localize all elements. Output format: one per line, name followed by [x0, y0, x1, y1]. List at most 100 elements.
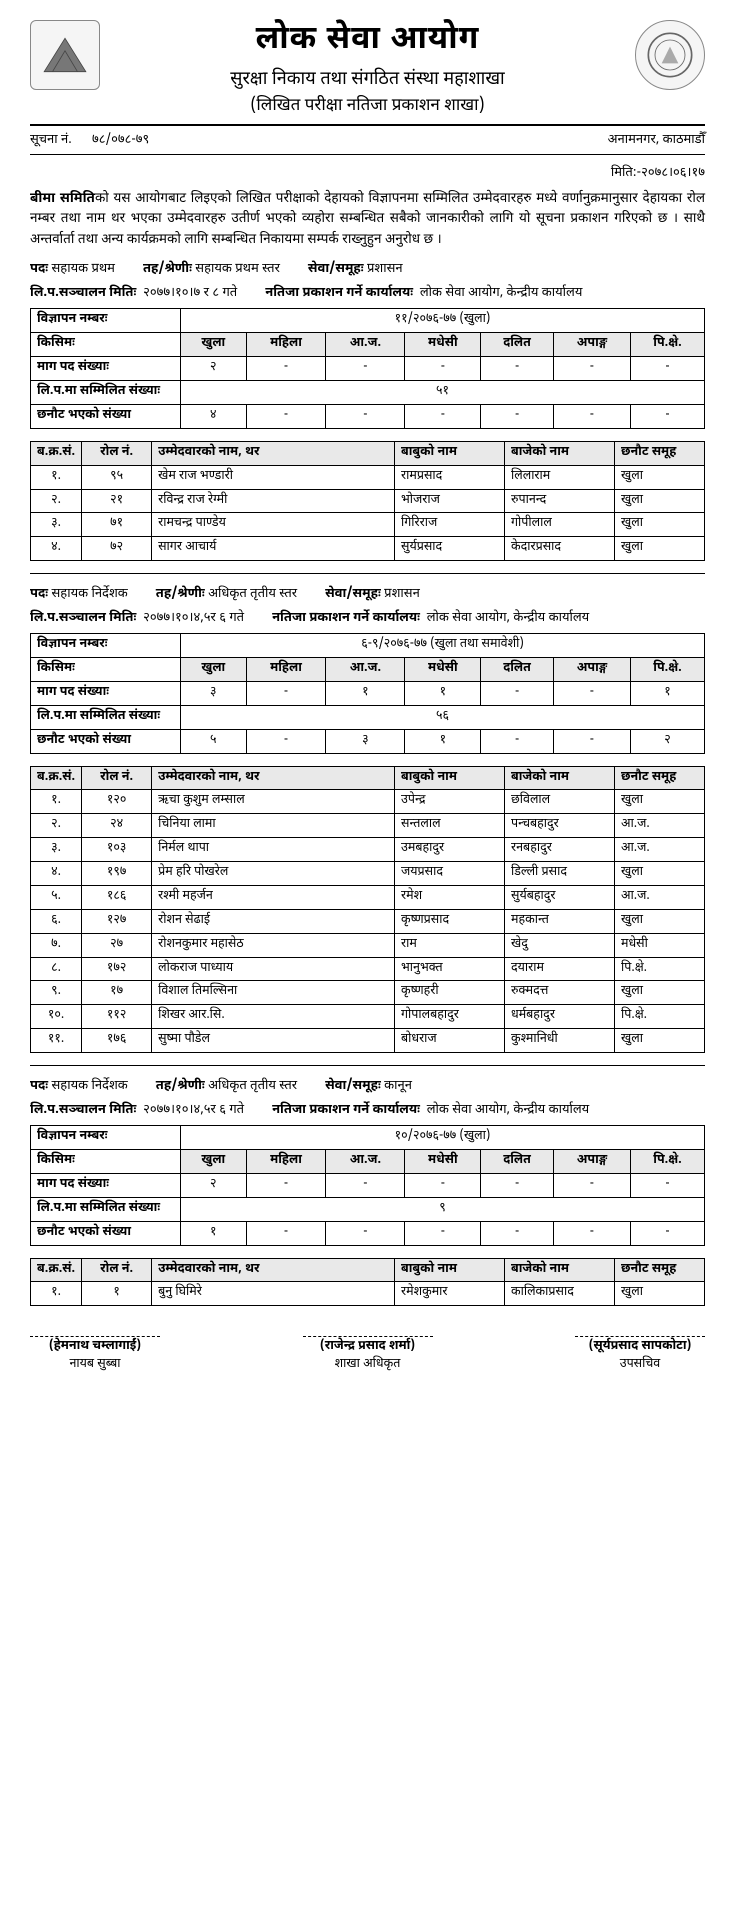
quota-header: पि.क्षे.	[631, 333, 705, 357]
document-header: लोक सेवा आयोग सुरक्षा निकाय तथा संगठित स…	[30, 20, 705, 118]
result-section: पदः सहायक निर्देशक तह/श्रेणीः अधिकृत तृती…	[30, 586, 705, 1066]
candidate-row: ९.१७विशाल तिमल्सिनाकृष्णहरीरुक्मदत्तखुला	[31, 981, 705, 1005]
cell-name: रश्मी महर्जन	[152, 885, 395, 909]
quota-summary-table: विज्ञापन नम्बरः११/२०७६-७७ (खुला)किसिमःखु…	[30, 308, 705, 428]
cell-sn: ३.	[31, 513, 82, 537]
cell-father: गिरिराज	[395, 513, 505, 537]
cell-group: खुला	[615, 981, 705, 1005]
cell-group: खुला	[615, 537, 705, 561]
cell-grandfather: धर्मबहादुर	[505, 1005, 615, 1029]
cell-grandfather: रनबहादुर	[505, 838, 615, 862]
selected-cell: -	[246, 404, 326, 428]
exam-date: लि.प.सञ्चालन मितिः २०७७।१०।४,५र ६ गते	[30, 610, 244, 628]
cell-name: रोशनकुमार महासेठ	[152, 933, 395, 957]
cell-grandfather: छविलाल	[505, 790, 615, 814]
selected-cell: -	[405, 404, 481, 428]
demand-cell: -	[405, 357, 481, 381]
quota-header: अपाङ्ग	[553, 658, 630, 682]
candidates-table: ब.क्र.सं.रोल नं.उम्मेदवारको नाम, थरबाबुक…	[30, 1258, 705, 1307]
cell-sn: २.	[31, 814, 82, 838]
sign-designation: उपसचिव	[575, 1357, 705, 1374]
col-grandfather: बाजेको नाम	[505, 1258, 615, 1282]
col-father: बाबुको नाम	[395, 441, 505, 465]
exam-date: लि.प.सञ्चालन मितिः २०७७।१०।७ र ८ गते	[30, 285, 237, 303]
signature-block: (हेमनाथ चम्लागाईं) नायब सुब्बा	[30, 1336, 160, 1374]
ad-no-value: ११/२०७६-७७ (खुला)	[181, 309, 705, 333]
signature-block: (सूर्यप्रसाद सापकोटा) उपसचिव	[575, 1336, 705, 1374]
notice-number: ७८/०७८-७९	[92, 132, 149, 149]
cell-father: उमबहादुर	[395, 838, 505, 862]
quota-header: खुला	[181, 658, 247, 682]
level: तह/श्रेणीः अधिकृत तृतीय स्तर	[156, 1078, 297, 1096]
subtitle-1: सुरक्षा निकाय तथा संगठित संस्था महाशाखा	[110, 69, 625, 93]
cell-group: पि.क्षे.	[615, 1005, 705, 1029]
selected-label: छनौट भएको संख्या	[31, 404, 181, 428]
exam-date: लि.प.सञ्चालन मितिः २०७७।१०।४,५र ६ गते	[30, 1102, 244, 1120]
quota-header: आ.ज.	[326, 658, 405, 682]
cell-sn: ४.	[31, 862, 82, 886]
col-roll: रोल नं.	[82, 1258, 152, 1282]
appeared-value: ५१	[181, 381, 705, 405]
candidate-row: १.९५खेम राज भण्डारीरामप्रसादलिलारामखुला	[31, 465, 705, 489]
cell-sn: ८.	[31, 957, 82, 981]
sign-designation: शाखा अधिकृत	[303, 1357, 433, 1374]
cell-father: रमेशकुमार	[395, 1282, 505, 1306]
demand-cell: १	[405, 681, 481, 705]
selected-cell: १	[181, 1221, 247, 1245]
quota-header: महिला	[246, 1150, 326, 1174]
cell-grandfather: पन्चबहादुर	[505, 814, 615, 838]
section-divider	[30, 573, 705, 574]
cell-name: सागर आचार्य	[152, 537, 395, 561]
level: तह/श्रेणीः अधिकृत तृतीय स्तर	[156, 586, 297, 604]
cell-father: भोजराज	[395, 489, 505, 513]
quota-header: मधेसी	[405, 333, 481, 357]
appeared-value: ५६	[181, 705, 705, 729]
demand-cell: -	[631, 1173, 705, 1197]
cell-name: सुष्मा पौडेल	[152, 1029, 395, 1053]
signature-footer: (हेमनाथ चम्लागाईं) नायब सुब्बा (राजेन्द्…	[30, 1336, 705, 1374]
cell-father: कृष्णहरी	[395, 981, 505, 1005]
quota-header: मधेसी	[405, 1150, 481, 1174]
divider	[30, 124, 705, 126]
selected-cell: ४	[181, 404, 247, 428]
candidate-row: ७.२७रोशनकुमार महासेठरामखेदुमधेसी	[31, 933, 705, 957]
cell-name: शिखर आर.सि.	[152, 1005, 395, 1029]
cell-name: प्रेम हरि पोखरेल	[152, 862, 395, 886]
selected-label: छनौट भएको संख्या	[31, 1221, 181, 1245]
cell-name: रविन्द्र राज रेग्मी	[152, 489, 395, 513]
demand-cell: -	[553, 681, 630, 705]
selected-cell: -	[631, 404, 705, 428]
cell-name: ऋचा कुशुम लम्साल	[152, 790, 395, 814]
demand-cell: -	[246, 1173, 326, 1197]
selected-cell: -	[246, 729, 326, 753]
publish-office: नतिजा प्रकाशन गर्ने कार्यालयः लोक सेवा आ…	[272, 610, 589, 628]
demand-cell: -	[553, 357, 630, 381]
selected-cell: -	[481, 404, 553, 428]
appeared-label: लि.प.मा सम्मिलित संख्याः	[31, 705, 181, 729]
cell-father: भानुभक्त	[395, 957, 505, 981]
col-sn: ब.क्र.सं.	[31, 766, 82, 790]
nepal-emblem-icon	[30, 20, 100, 90]
ad-no-label: विज्ञापन नम्बरः	[31, 1126, 181, 1150]
post: पदः सहायक निर्देशक	[30, 586, 128, 604]
demand-label: माग पद संख्याः	[31, 357, 181, 381]
para-lead: बीमा समिति	[30, 190, 95, 208]
cell-sn: २.	[31, 489, 82, 513]
cell-father: सन्तलाल	[395, 814, 505, 838]
quota-header: पि.क्षे.	[631, 658, 705, 682]
candidate-row: ४.७२सागर आचार्यसुर्यप्रसादकेदारप्रसादखुल…	[31, 537, 705, 561]
col-grandfather: बाजेको नाम	[505, 766, 615, 790]
ad-no-value: १०/२०७६-७७ (खुला)	[181, 1126, 705, 1150]
cell-grandfather: गोपीलाल	[505, 513, 615, 537]
publish-office: नतिजा प्रकाशन गर्ने कार्यालयः लोक सेवा आ…	[272, 1102, 589, 1120]
divider	[30, 154, 705, 155]
quota-header: आ.ज.	[326, 1150, 405, 1174]
kind-label: किसिमः	[31, 1150, 181, 1174]
para-body: को यस आयोगबाट लिइएको लिखित परीक्षाको देह…	[30, 190, 705, 250]
quota-header: महिला	[246, 658, 326, 682]
cell-roll: ७१	[82, 513, 152, 537]
cell-roll: १२०	[82, 790, 152, 814]
candidate-row: ६.१२७रोशन सेढाईकृष्णप्रसादमहकान्तखुला	[31, 909, 705, 933]
selected-cell: २	[631, 729, 705, 753]
cell-sn: १०.	[31, 1005, 82, 1029]
